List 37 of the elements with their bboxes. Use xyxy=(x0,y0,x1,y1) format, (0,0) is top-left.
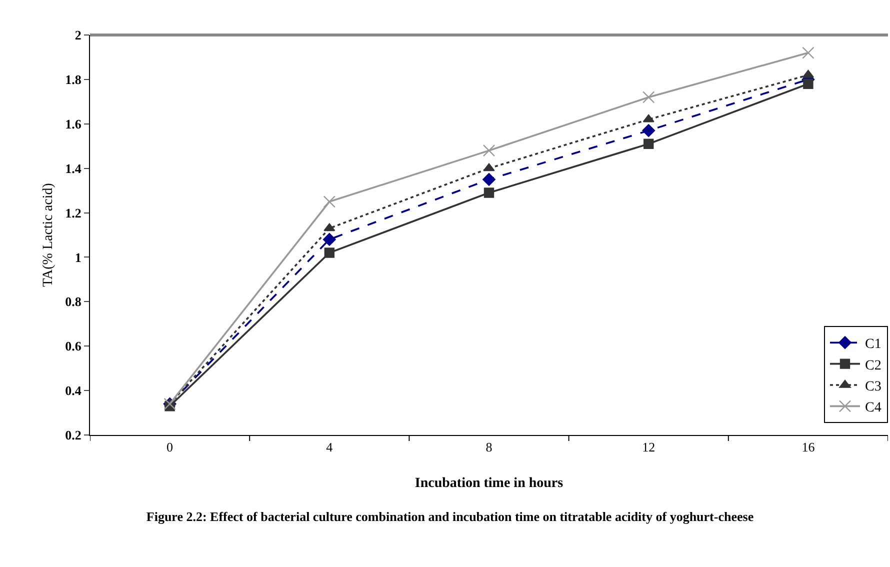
y-tick-label: 1.4 xyxy=(65,160,82,176)
point xyxy=(803,78,814,89)
y-tick-label: 1.6 xyxy=(65,116,82,132)
y-tick-label: 0.6 xyxy=(65,338,82,354)
point xyxy=(482,144,496,157)
point xyxy=(322,232,336,246)
point xyxy=(323,196,336,208)
point xyxy=(324,223,336,232)
y-tick-label: 0.2 xyxy=(65,428,82,443)
point xyxy=(484,188,494,198)
y-tick-label: 0.4 xyxy=(65,383,82,398)
legend-label: C2 xyxy=(865,358,882,374)
x-tick-label: 16 xyxy=(802,440,816,455)
point xyxy=(483,163,495,172)
y-tick-label: 2 xyxy=(74,28,82,43)
legend-label: C1 xyxy=(865,337,882,352)
point xyxy=(802,70,814,78)
x-tick-label: 8 xyxy=(486,440,492,455)
y-axis-title: TA(% Lactic acid) xyxy=(41,182,56,287)
x-tick-label: 12 xyxy=(642,440,656,455)
point xyxy=(642,91,655,104)
x-axis-title: Incubation time in hours xyxy=(414,476,564,491)
x-tick-label: 4 xyxy=(326,440,334,455)
point xyxy=(644,138,654,149)
point xyxy=(802,46,814,59)
point xyxy=(642,114,654,122)
point xyxy=(482,172,496,186)
point xyxy=(642,124,656,138)
legend-label: C3 xyxy=(865,379,882,394)
point xyxy=(324,248,334,258)
y-tick-label: 1.8 xyxy=(65,72,82,87)
x-tick-label: 0 xyxy=(166,440,174,455)
y-tick-label: 1 xyxy=(74,250,82,265)
text: Figure 2.2: Effect of bacterial culture combination and incubation time on titratable acidity of yoghurt-cheese xyxy=(145,508,755,525)
y-tick-label: 1.2 xyxy=(65,205,82,220)
legend-label: C4 xyxy=(865,400,882,416)
y-tick-label: 0.8 xyxy=(65,294,82,310)
